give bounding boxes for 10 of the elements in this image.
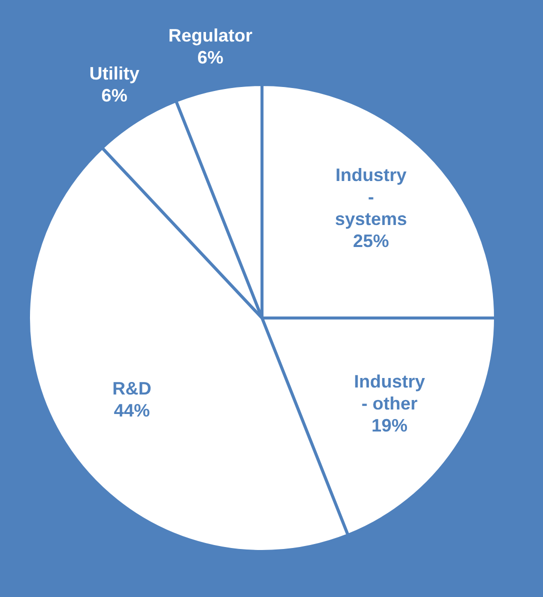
slice-label: R&D — [112, 378, 152, 399]
slice-label: Industry - systems — [334, 164, 408, 229]
slice-label: Industry - other — [354, 372, 425, 414]
data-label: 6% — [197, 47, 224, 68]
slice-label: Regulator — [168, 25, 252, 46]
data-label: 19% — [371, 416, 408, 436]
slice-label: Utility — [89, 63, 140, 84]
data-label: 44% — [114, 400, 150, 421]
data-label: 25% — [352, 230, 389, 251]
data-label: 6% — [101, 85, 128, 106]
